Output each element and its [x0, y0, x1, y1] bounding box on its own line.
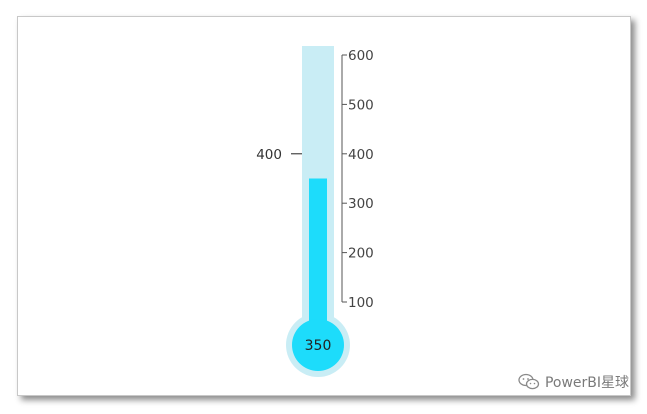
axis-ticks: 600 500 400 300 200 100 — [342, 48, 374, 311]
tick-label-200: 200 — [348, 246, 374, 262]
tick-label-400: 400 — [348, 147, 374, 163]
watermark-text: PowerBI星球 — [544, 375, 629, 391]
fill-bar — [309, 178, 327, 335]
tick-label-100: 100 — [348, 295, 374, 311]
tick-label-500: 500 — [348, 97, 374, 113]
tick-label-600: 600 — [348, 48, 374, 64]
watermark: PowerBI星球 — [518, 372, 629, 392]
bulb-value-label: 350 — [305, 338, 332, 354]
wechat-icon — [518, 373, 540, 390]
tick-label-300: 300 — [348, 196, 374, 212]
target-label: 400 — [256, 147, 282, 163]
bulb-inner — [292, 319, 344, 371]
